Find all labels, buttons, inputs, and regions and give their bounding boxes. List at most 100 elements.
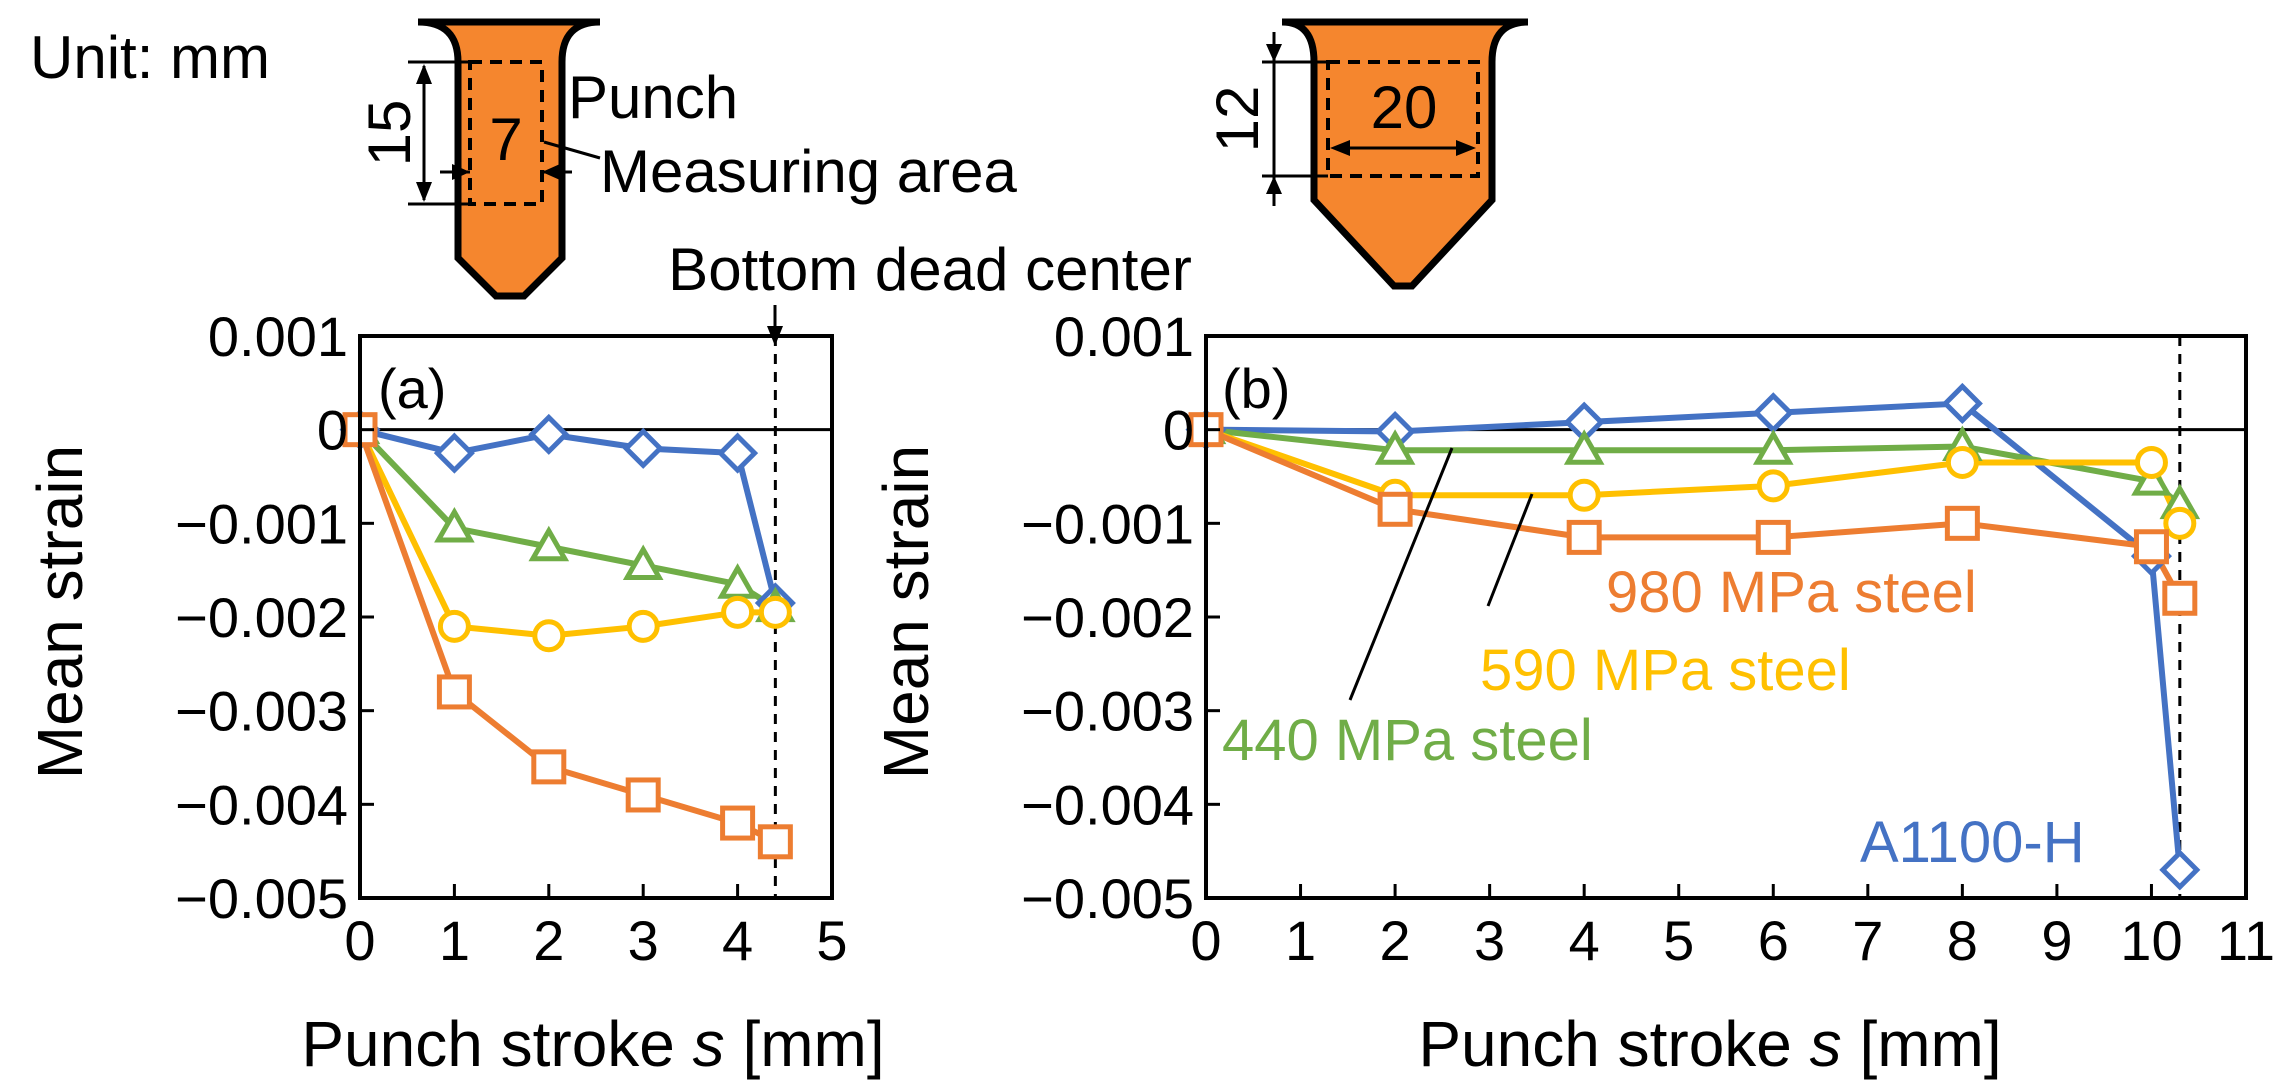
panel-b-xlabel: Punch stroke s [mm] [1418, 1008, 2001, 1080]
panel-a-point-590-mpa-steel-4 [721, 595, 755, 629]
chart-panel-b: 0 1 2 3 4 5 6 7 8 9 10 11 0.001 0 −0.001 −0.002 −0.003 −0… [870, 305, 2275, 1080]
panel-b-point-440-mpa-steel-1 [1374, 429, 1416, 465]
panel-b-point-440-mpa-steel-3 [1752, 429, 1794, 465]
panel-a-ylabel: Mean strain [24, 445, 96, 779]
panel-a-xlabel-unit: [mm] [742, 1008, 884, 1080]
label-980-mpa-steel: 980 MPa steel [1606, 560, 1977, 625]
panel-a-point-590-mpa-steel-2 [532, 619, 566, 653]
panel-b-ylabel: Mean strain [870, 445, 942, 779]
panel-b-xtick-label-2: 2 [1380, 909, 1411, 972]
panel-a-xtick-label-1: 1 [439, 909, 470, 972]
right-height-dim-label: 12 [1204, 86, 1271, 153]
panel-b-line-a1100-h [1205, 400, 2183, 871]
panel-b-point-980-mpa-steel-3 [1755, 519, 1791, 555]
panel-b-xtick-label-3: 3 [1474, 909, 1505, 972]
panel-b-xtick-label-1: 1 [1285, 909, 1316, 972]
punch-illustration: Unit: mm 15 7 Punch Measuring area 12 20… [30, 18, 1529, 346]
panel-b-xtick-label-11: 11 [2217, 909, 2275, 972]
panel-a-xtick-label-3: 3 [628, 909, 659, 972]
panel-b-ytick-label-2: −0.001 [1021, 492, 1194, 555]
panel-b-point-590-mpa-steel-4 [1945, 445, 1979, 479]
left-punch-shape [417, 18, 601, 300]
panel-b-point-980-mpa-steel-2 [1566, 519, 1602, 555]
panel-b-point-a1100-h-3 [1752, 392, 1794, 434]
unit-label: Unit: mm [30, 24, 270, 91]
panel-b-xlabel-var: s [1810, 1008, 1842, 1080]
panel-a-point-440-mpa-steel-1 [434, 506, 475, 543]
panel-a-ytick-label-2: −0.001 [175, 492, 348, 555]
panel-a-xlabel-var: s [693, 1008, 725, 1080]
panel-a-label: (a) [378, 357, 446, 420]
panel-b-label: (b) [1222, 357, 1290, 420]
panel-b-point-590-mpa-steel-3 [1756, 469, 1790, 503]
panel-b-xlabel-text: Punch stroke [1418, 1008, 1792, 1080]
right-measuring-area-box [1326, 60, 1480, 178]
panel-b-xlabel-unit: [mm] [1859, 1008, 2001, 1080]
panel-b-point-980-mpa-steel-4 [1944, 505, 1980, 541]
punch-label: Punch [568, 64, 738, 131]
panel-a-point-a1100-h-1 [433, 432, 475, 474]
bottom-dead-center-label: Bottom dead center [668, 236, 1192, 303]
measuring-area-label: Measuring area [600, 138, 1018, 205]
panel-a-xtick-label-0: 0 [344, 909, 375, 972]
panel-b-xtick-label-4: 4 [1569, 909, 1600, 972]
panel-a-point-590-mpa-steel-1 [437, 609, 471, 643]
panel-a-series [339, 408, 796, 860]
label-440-mpa-steel: 440 MPa steel [1222, 708, 1593, 773]
panel-a-point-a1100-h-4 [717, 432, 759, 474]
leader-440 [1348, 447, 1454, 701]
panel-a-point-980-mpa-steel-3 [625, 777, 661, 813]
panel-b-point-980-mpa-steel-1 [1377, 491, 1413, 527]
panel-b-point-440-mpa-steel-2 [1563, 429, 1605, 465]
panel-b-point-590-mpa-steel-6 [2163, 506, 2197, 540]
panel-a-xlabel: Punch stroke s [mm] [301, 1008, 884, 1080]
panel-b-ytick-label-4: −0.003 [1021, 680, 1194, 743]
panel-a-point-980-mpa-steel-1 [436, 674, 472, 710]
panel-a-guides [360, 336, 832, 898]
panel-b-point-590-mpa-steel-5 [2134, 445, 2168, 479]
panel-a-xtick-label-4: 4 [722, 909, 753, 972]
panel-b-xtick-label-6: 6 [1758, 909, 1789, 972]
panel-a-ytick-label-1: 0 [317, 399, 348, 462]
panel-b-ytick-label-3: −0.002 [1021, 586, 1194, 649]
panel-b-ytick-label-5: −0.004 [1021, 773, 1194, 836]
panel-b-xtick-label-5: 5 [1663, 909, 1694, 972]
panel-b-xtick-label-9: 9 [2041, 909, 2072, 972]
panel-a-point-590-mpa-steel-5 [758, 595, 792, 629]
measuring-area-leader [543, 140, 601, 160]
panel-a-xtick-label-2: 2 [533, 909, 564, 972]
panel-a-point-590-mpa-steel-3 [626, 609, 660, 643]
right-punch-shape [1281, 18, 1529, 290]
panel-b-axes: 0 1 2 3 4 5 6 7 8 9 10 11 0.001 0 −0.001 −0.002 −0.003 −0… [1021, 305, 2275, 972]
panel-a-point-a1100-h-2 [528, 413, 570, 455]
panel-b-xtick-label-8: 8 [1947, 909, 1978, 972]
panel-b-xtick-label-10: 10 [2120, 909, 2182, 972]
panel-a-point-a1100-h-3 [622, 427, 664, 469]
panel-b-point-980-mpa-steel-6 [2162, 580, 2198, 616]
chart-panel-a: 0 1 2 3 4 5 0.001 0 −0.001 −0.002 −0.003 −0.004 −0.0… [24, 305, 885, 1080]
left-width-dim-label: 7 [489, 106, 522, 173]
panel-b-point-a1100-h-6 [2159, 849, 2201, 891]
panel-a-point-440-mpa-steel-3 [622, 544, 664, 580]
panel-b-xtick-label-7: 7 [1852, 909, 1883, 972]
panel-a-axes: 0 1 2 3 4 5 0.001 0 −0.001 −0.002 −0.003 −0.004 −0.0… [175, 305, 847, 972]
panel-b-ytick-label-6: −0.005 [1021, 867, 1194, 930]
left-height-dim-label: 15 [356, 100, 423, 167]
panel-a-xlabel-text: Punch stroke [301, 1008, 675, 1080]
label-a1100-h: A1100-H [1860, 810, 2085, 875]
panel-b-point-a1100-h-4 [1941, 382, 1983, 424]
panel-a-point-980-mpa-steel-4 [720, 805, 756, 841]
panel-a-point-980-mpa-steel-2 [531, 749, 567, 785]
panel-b-point-980-mpa-steel-5 [2133, 529, 2169, 565]
panel-a-point-440-mpa-steel-2 [528, 525, 570, 562]
panel-a-xtick-label-5: 5 [816, 909, 847, 972]
panel-b-xtick-label-0: 0 [1190, 909, 1221, 972]
panel-a-ytick-label-0: 0.001 [208, 305, 348, 368]
leader-590 [1486, 493, 1534, 607]
panel-b-ytick-label-1: 0 [1163, 399, 1194, 462]
right-width-dim-label: 20 [1371, 74, 1438, 141]
panel-a-ytick-label-6: −0.005 [175, 867, 348, 930]
label-590-mpa-steel: 590 MPa steel [1480, 638, 1851, 703]
panel-a-point-980-mpa-steel-5 [757, 824, 793, 860]
